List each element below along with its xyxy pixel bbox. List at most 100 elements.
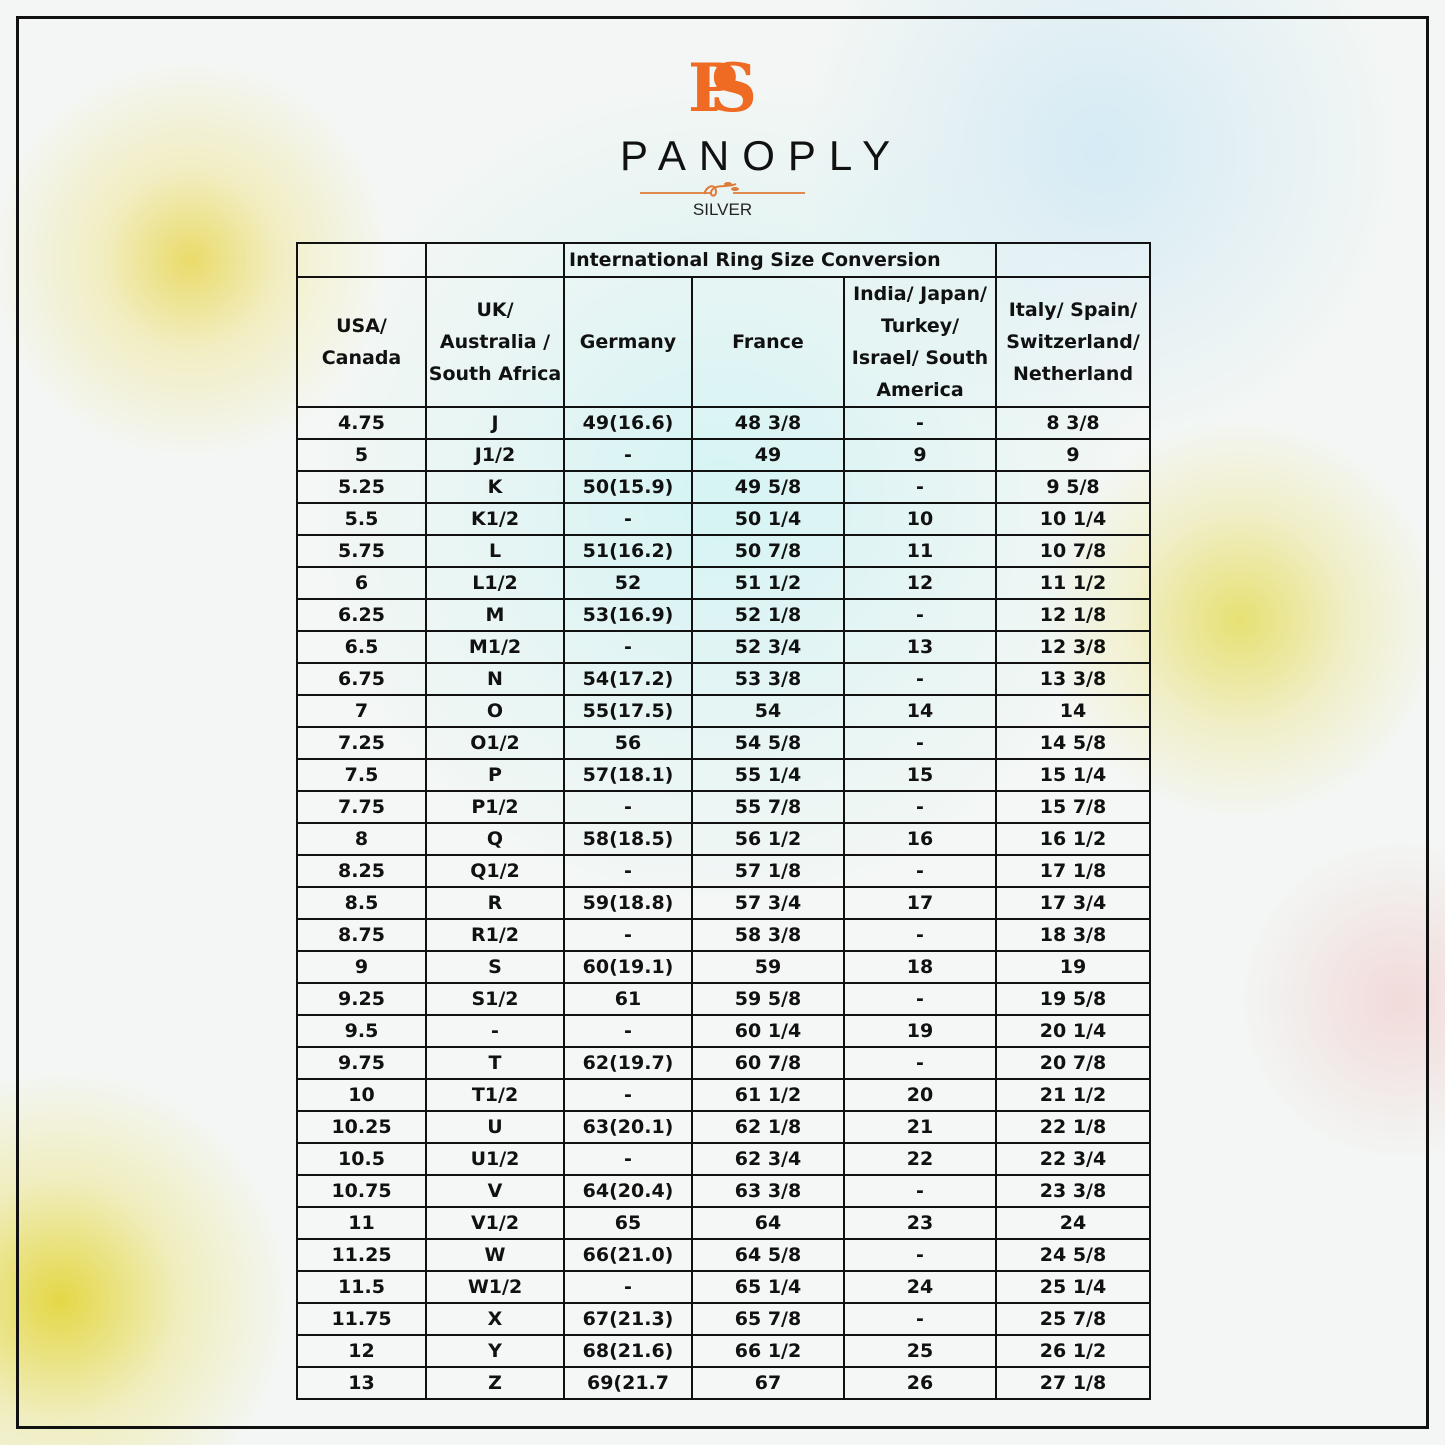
table-cell: 57 3/4 [691,886,845,920]
table-row: 9.25 S1/2 61 59 5/8-19 5/8 [296,982,1151,1016]
table-cell: 8.75 [296,918,427,952]
table-cell: 20 7/8 [995,1046,1151,1080]
column-header: Italy/ Spain/ Switzerland/ Netherland [995,276,1151,408]
table-cell: - [843,726,997,760]
table-row: 6.5 M1/2-52 3/4 13 12 3/8 [296,630,1151,664]
table-cell: W1/2 [425,1270,565,1304]
table-cell: 62 3/4 [691,1142,845,1176]
column-header: USA/ Canada [296,276,427,408]
table-cell: 10 7/8 [995,534,1151,568]
table-cell: 11 1/2 [995,566,1151,600]
table-row: 5.25 K 50(15.9) 49 5/8-9 5/8 [296,470,1151,504]
table-cell: 8.25 [296,854,427,888]
table-cell: 57(18.1) [563,758,693,792]
table-cell: 24 5/8 [995,1238,1151,1272]
table-cell: 53(16.9) [563,598,693,632]
table-cell: 60(19.1) [563,950,693,984]
table-cell: - [843,1174,997,1208]
table-cell: 52 [563,566,693,600]
table-cell: 13 [296,1366,427,1400]
table-cell: 24 [995,1206,1151,1240]
table-cell: Q1/2 [425,854,565,888]
table-cell: 26 [843,1366,997,1400]
table-row: 6 L1/2 52 51 1/2 12 11 1/2 [296,566,1151,600]
table-cell: 9 [843,438,997,472]
table-cell: 27 1/8 [995,1366,1151,1400]
table-cell: 6.75 [296,662,427,696]
table-cell: 56 [563,726,693,760]
table-cell: 65 1/4 [691,1270,845,1304]
table-cell: 11.25 [296,1238,427,1272]
table-cell: 15 1/4 [995,758,1151,792]
table-cell: R [425,886,565,920]
table-cell: 11 [843,534,997,568]
table-cell: - [563,790,693,824]
table-cell: V [425,1174,565,1208]
table-cell: 7 [296,694,427,728]
table-cell: 52 1/8 [691,598,845,632]
table-cell: 24 [843,1270,997,1304]
table-row: 12 Y 68(21.6) 66 1/2 25 26 1/2 [296,1334,1151,1368]
table-cell: - [563,502,693,536]
table-cell: L [425,534,565,568]
table-cell: J1/2 [425,438,565,472]
table-cell: L1/2 [425,566,565,600]
table-cell: 6.25 [296,598,427,632]
ring-size-table: International Ring Size Conversion USA/ … [296,242,1151,1400]
header-blank [425,242,565,278]
table-cell: V1/2 [425,1206,565,1240]
table-cell: 21 1/2 [995,1078,1151,1112]
table-cell: 64 [691,1206,845,1240]
column-header: France [691,276,845,408]
table-row: 10.75 V 64(20.4) 63 3/8-23 3/8 [296,1174,1151,1208]
column-header: India/ Japan/ Turkey/ Israel/ South Amer… [843,276,997,408]
table-cell: 9.5 [296,1014,427,1048]
table-cell: 60 1/4 [691,1014,845,1048]
table-cell: - [843,918,997,952]
table-cell: 6.5 [296,630,427,664]
table-cell: 26 1/2 [995,1334,1151,1368]
table-row: 10 T1/2-61 1/2 20 21 1/2 [296,1078,1151,1112]
table-cell: 12 1/8 [995,598,1151,632]
table-cell: W [425,1238,565,1272]
table-cell: O [425,694,565,728]
table-row: 13 Z 69(21.7 67 26 27 1/8 [296,1366,1151,1400]
table-cell: 62 1/8 [691,1110,845,1144]
table-row: 6.75 N 54(17.2) 53 3/8-13 3/8 [296,662,1151,696]
table-cell: 65 [563,1206,693,1240]
table-cell: 18 3/8 [995,918,1151,952]
table-cell: 49 5/8 [691,470,845,504]
table-row: 7.25 O1/2 56 54 5/8-14 5/8 [296,726,1151,760]
leaf-ornament-icon [610,180,835,200]
table-cell: 50 1/4 [691,502,845,536]
table-cell: U1/2 [425,1142,565,1176]
table-cell: 55 1/4 [691,758,845,792]
table-row: 9.5- -60 1/4 19 20 1/4 [296,1014,1151,1048]
table-row: 11.75 X 67(21.3) 65 7/8-25 7/8 [296,1302,1151,1336]
table-cell: - [563,918,693,952]
table-cell: T [425,1046,565,1080]
table-cell: K [425,470,565,504]
logo-subtitle: SILVER [692,200,753,219]
table-cell: 14 [843,694,997,728]
table-row: 7 O 55(17.5) 54 14 14 [296,694,1151,728]
logo-brand: PANOPLY [620,132,904,179]
table-cell: 23 3/8 [995,1174,1151,1208]
table-cell: - [843,1238,997,1272]
table-cell: 60 7/8 [691,1046,845,1080]
table-cell: 64 5/8 [691,1238,845,1272]
table-cell: 9.25 [296,982,427,1016]
table-cell: S1/2 [425,982,565,1016]
table-cell: 19 5/8 [995,982,1151,1016]
table-cell: - [843,1046,997,1080]
table-cell: 25 1/4 [995,1270,1151,1304]
table-cell: 11.5 [296,1270,427,1304]
table-cell: M1/2 [425,630,565,664]
table-cell: 64(20.4) [563,1174,693,1208]
table-row: 10.5 U1/2-62 3/4 22 22 3/4 [296,1142,1151,1176]
table-cell: 16 1/2 [995,822,1151,856]
table-cell: 22 [843,1142,997,1176]
table-cell: 21 [843,1110,997,1144]
table-cell: 11.75 [296,1302,427,1336]
table-cell: - [563,1014,693,1048]
